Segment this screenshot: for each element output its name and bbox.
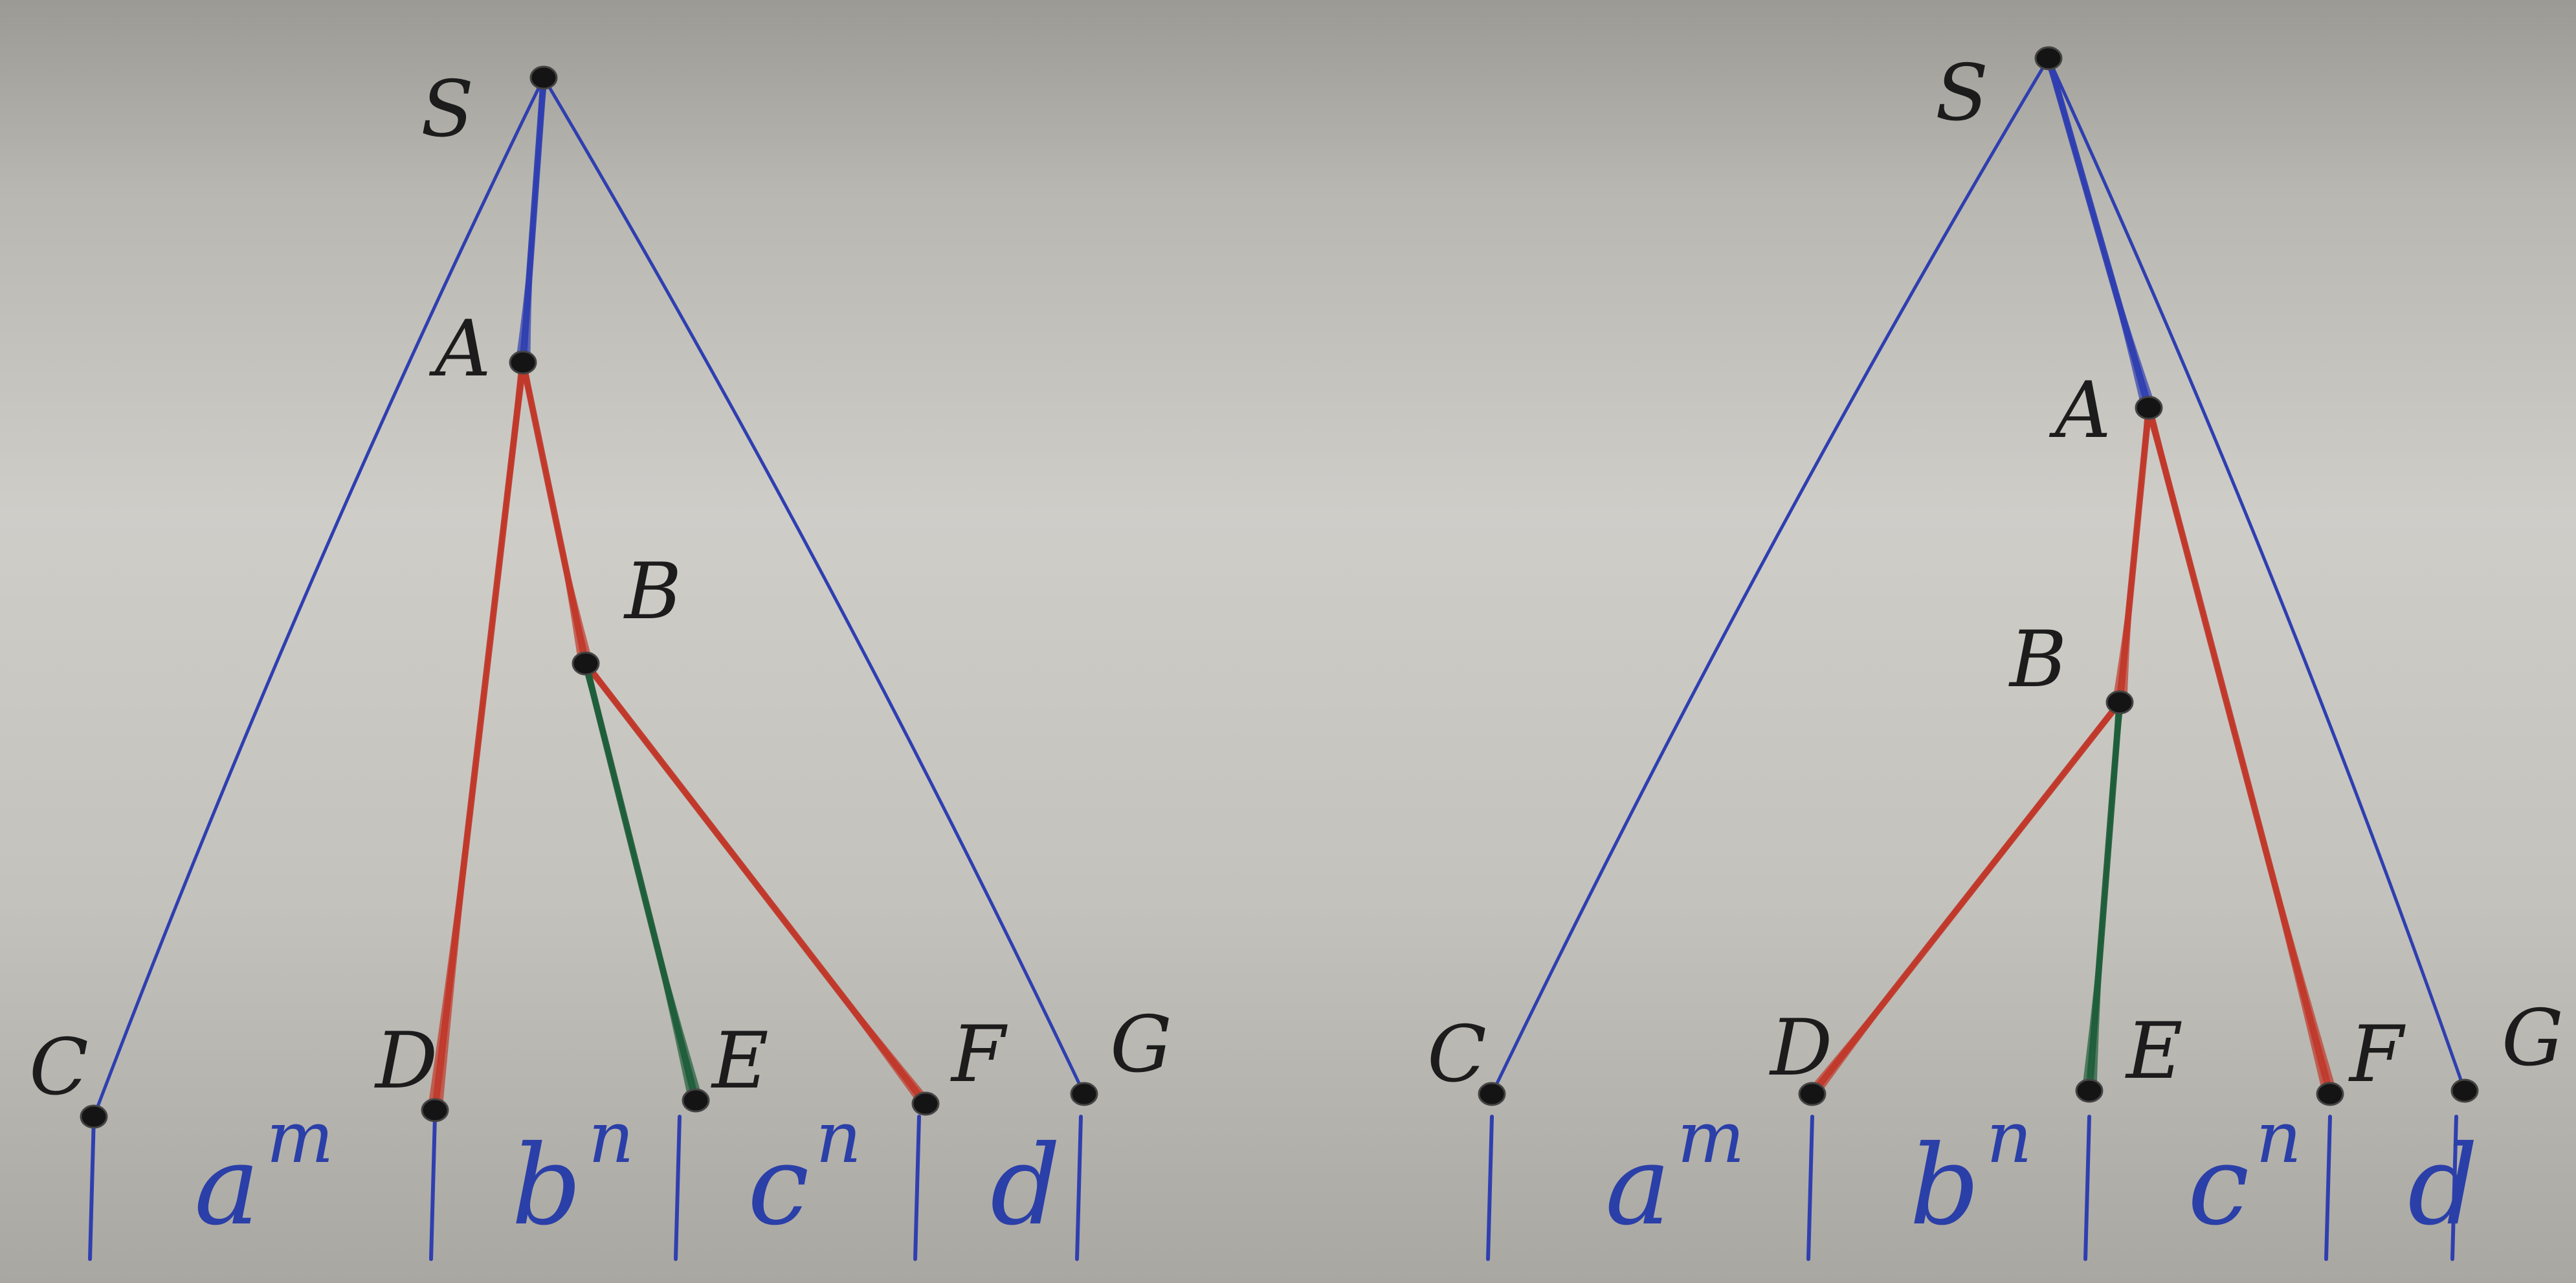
node-label-g: G: [1110, 1000, 1172, 1090]
segment-label: cn: [748, 1096, 861, 1250]
edge-a-d: [427, 359, 527, 1113]
node-label-a: A: [428, 304, 491, 394]
separator-tick: [88, 1115, 96, 1261]
segment-label: am: [194, 1096, 334, 1250]
edge-b-f: [581, 660, 933, 1107]
node-c: [80, 1104, 108, 1129]
segment-label: d: [990, 1122, 1061, 1250]
node-label-c: C: [1427, 1010, 1487, 1100]
node-e: [2075, 1078, 2104, 1103]
node-label-c: C: [29, 1023, 89, 1113]
edge-s-g: [542, 76, 1086, 1096]
segment-label: cn: [2188, 1096, 2302, 1250]
node-e: [682, 1088, 710, 1113]
separator-tick: [2324, 1115, 2332, 1261]
node-label-b: B: [623, 547, 682, 637]
node-label-f: F: [2348, 1010, 2406, 1100]
node-label-d: D: [374, 1016, 438, 1106]
node-b: [572, 651, 600, 676]
node-d: [421, 1098, 449, 1122]
segment-label: bn: [511, 1096, 634, 1250]
separator-tick: [1806, 1115, 1814, 1261]
separator-tick: [1486, 1115, 1494, 1261]
node-a: [509, 350, 537, 375]
node-a: [2135, 396, 2163, 420]
node-label-d: D: [1769, 1003, 1832, 1093]
edge-a-b: [2112, 405, 2153, 706]
node-s: [2034, 46, 2063, 71]
separator-tick: [2083, 1115, 2091, 1261]
segment-label: am: [1605, 1096, 1745, 1250]
node-f: [2316, 1082, 2344, 1106]
node-label-a: A: [2049, 366, 2111, 456]
node-label-s: S: [1935, 49, 1988, 139]
edge-s-c: [1490, 56, 2050, 1096]
segment-label: d: [2408, 1122, 2478, 1250]
edge-s-g: [2047, 56, 2467, 1093]
node-g: [2450, 1078, 2479, 1103]
node-f: [911, 1091, 940, 1116]
node-d: [1798, 1082, 1827, 1106]
node-label-f: F: [950, 1010, 1008, 1100]
node-label-b: B: [2008, 615, 2067, 705]
tree-diagram-right: S A B C D E F Gam bn cn d: [1427, 46, 2564, 1261]
separator-tick: [2450, 1115, 2458, 1261]
edge-s-c: [92, 76, 546, 1119]
edge-a-f: [2144, 405, 2338, 1097]
node-label-g: G: [2502, 994, 2564, 1084]
separator-tick: [1075, 1115, 1083, 1261]
edge-a-b: [518, 359, 594, 667]
separator-tick: [429, 1115, 437, 1261]
node-c: [1478, 1082, 1506, 1106]
node-label-e: E: [2125, 1007, 2183, 1097]
separator-tick: [674, 1115, 682, 1261]
edge-s-a: [515, 74, 548, 366]
node-b: [2105, 690, 2134, 715]
edge-b-d: [1804, 699, 2124, 1097]
node-g: [1070, 1082, 1098, 1106]
node-label-e: E: [711, 1016, 769, 1106]
node-label-s: S: [421, 65, 474, 155]
edge-b-e: [2082, 699, 2124, 1094]
tree-diagram-left: S A B C D E F Gam bn cn d: [29, 65, 1172, 1261]
segment-label: bn: [1909, 1096, 2032, 1250]
separator-tick: [913, 1115, 921, 1261]
edge-s-a: [2044, 55, 2157, 411]
edge-b-e: [581, 660, 704, 1104]
node-s: [529, 65, 558, 90]
